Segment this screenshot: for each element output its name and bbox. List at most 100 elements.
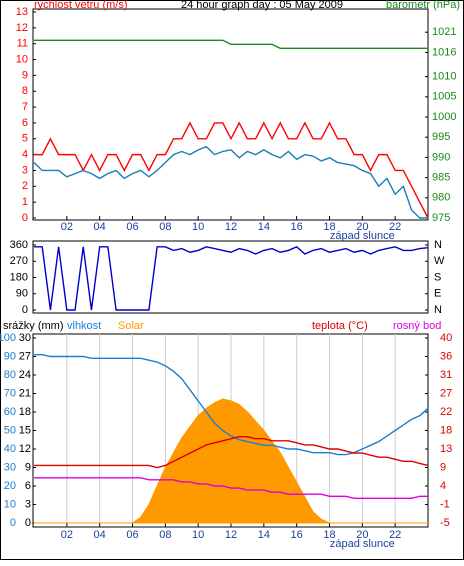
y-tick-label: -1 — [440, 498, 450, 510]
y-tick-label: 20 — [4, 480, 16, 492]
y-tick-label: 40 — [4, 443, 16, 455]
y-tick-label: E — [434, 288, 441, 300]
y-tick-label: 3 — [22, 164, 28, 176]
y-tick-label: 1005 — [432, 91, 456, 103]
x-tick-label: 12 — [225, 529, 237, 541]
y-tick-label: 22 — [440, 406, 452, 418]
x-tick-label: 04 — [94, 221, 106, 233]
x-tick-label: 22 — [389, 221, 401, 233]
y-tick-label: 9 — [440, 461, 446, 473]
series-line — [34, 353, 429, 456]
y-tick-label: 24 — [19, 369, 31, 381]
y-tick-label: 6 — [25, 480, 31, 492]
y-tick-label: 18 — [19, 406, 31, 418]
x-tick-label: 02 — [61, 529, 73, 541]
y-tick-label: N — [434, 304, 442, 316]
y-tick-label: 100 — [0, 332, 16, 344]
series-line — [33, 145, 428, 219]
y-tick-label: S — [434, 271, 441, 283]
y-tick-label: 1016 — [432, 46, 456, 58]
series-line — [34, 477, 428, 500]
x-tick-label: 10 — [192, 221, 204, 233]
y-tick-label: 1000 — [432, 111, 456, 123]
y-tick-label: 40 — [440, 332, 452, 344]
y-tick-label: 60 — [4, 406, 16, 418]
y-tick-label: 12 — [16, 22, 28, 34]
y-tick-label: 13 — [16, 6, 28, 18]
annotation: západ slunce — [330, 230, 395, 242]
y-tick-label: 3 — [25, 498, 31, 510]
y-tick-label: 50 — [4, 424, 16, 436]
chart-title: 24 hour graph day : 05 May 2009 — [181, 0, 343, 11]
y-tick-label: 13 — [440, 443, 452, 455]
y-tick-label: 4 — [440, 480, 446, 492]
series-line — [34, 39, 428, 50]
y-tick-label: 1021 — [432, 26, 456, 38]
y-tick-label: 975 — [432, 212, 450, 224]
x-tick-label: 14 — [258, 529, 270, 541]
legend-entry: teplota (°C) — [312, 320, 368, 332]
y-tick-label: -5 — [440, 517, 450, 529]
y-tick-label: 0 — [10, 517, 16, 529]
y-tick-label: 180 — [10, 271, 28, 283]
x-tick-label: 20 — [356, 221, 368, 233]
y-tick-label: 8 — [22, 85, 28, 97]
x-tick-label: 20 — [356, 529, 368, 541]
y-tick-label: 21 — [19, 387, 31, 399]
y-tick-label: 36 — [440, 350, 452, 362]
y-tick-label: 9 — [25, 461, 31, 473]
y-tick-label: 7 — [22, 101, 28, 113]
x-tick-label: 08 — [159, 221, 171, 233]
y-tick-label: 12 — [19, 443, 31, 455]
solar-area — [34, 398, 428, 524]
y-tick-label: 5 — [22, 133, 28, 145]
y-tick-label: 2 — [22, 180, 28, 192]
y-tick-label: 990 — [432, 151, 450, 163]
x-tick-label: 04 — [94, 529, 106, 541]
x-tick-label: 12 — [225, 221, 237, 233]
x-tick-label: 02 — [61, 221, 73, 233]
y-tick-label: 4 — [22, 149, 28, 161]
y-axis-label: srážky (mm) — [3, 320, 64, 332]
x-tick-label: 06 — [126, 529, 138, 541]
y2-axis-label: barometr (hPa) — [386, 0, 460, 11]
x-tick-label: 06 — [126, 221, 138, 233]
legend-entry: rosný bod — [393, 320, 441, 332]
y-tick-label: 995 — [432, 131, 450, 143]
annotation: západ slunce — [330, 538, 395, 550]
y-tick-label: 31 — [440, 369, 452, 381]
y-tick-label: 1 — [22, 196, 28, 208]
x-tick-label: 16 — [291, 221, 303, 233]
y-tick-label: 15 — [19, 424, 31, 436]
legend-entry: Solar — [118, 320, 144, 332]
y-tick-label: 985 — [432, 172, 450, 184]
y-tick-label: 1010 — [432, 71, 456, 83]
y-tick-label: 90 — [16, 288, 28, 300]
y-tick-label: 360 — [10, 239, 28, 251]
x-tick-label: 18 — [323, 529, 335, 541]
y-tick-label: 9 — [22, 69, 28, 81]
x-tick-label: 18 — [323, 221, 335, 233]
y-tick-label: 30 — [19, 332, 31, 344]
x-tick-label: 10 — [192, 529, 204, 541]
y-tick-label: 80 — [4, 369, 16, 381]
x-tick-label: 16 — [291, 529, 303, 541]
x-tick-label: 08 — [159, 529, 171, 541]
series-line — [34, 435, 429, 469]
y-tick-label: 27 — [19, 350, 31, 362]
series-line — [34, 121, 429, 219]
y-tick-label: 70 — [4, 387, 16, 399]
y-tick-label: 270 — [10, 255, 28, 267]
y-tick-label: 11 — [17, 38, 28, 50]
y-tick-label: W — [434, 255, 445, 267]
y-tick-label: N — [434, 239, 442, 251]
y-tick-label: 980 — [432, 192, 450, 204]
x-tick-label: 22 — [389, 529, 401, 541]
y-tick-label: 0 — [25, 517, 31, 529]
x-tick-label: 14 — [258, 221, 270, 233]
y-tick-label: 0 — [22, 304, 28, 316]
y-tick-label: 18 — [440, 424, 452, 436]
y-tick-label: 10 — [4, 498, 16, 510]
legend-entry: vlhkost — [67, 320, 101, 332]
